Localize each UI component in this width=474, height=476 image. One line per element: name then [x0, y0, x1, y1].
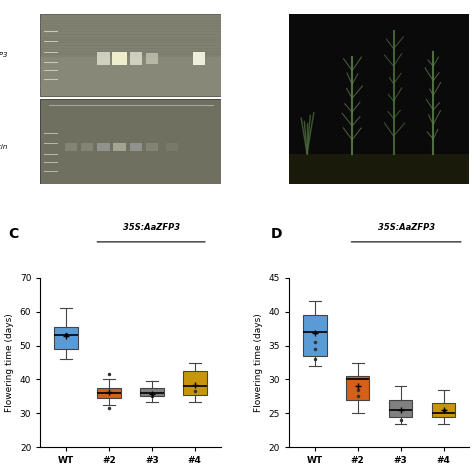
Text: C: C [8, 227, 18, 240]
Text: AaZFP3: AaZFP3 [0, 52, 8, 58]
Bar [40, 20, 220, 23]
Bar [40, 53, 220, 57]
Bar [40, 48, 220, 51]
Text: 35S:AaZFP3: 35S:AaZFP3 [378, 223, 435, 232]
Bar [40, 70, 220, 73]
PathPatch shape [346, 376, 370, 400]
Bar [40, 56, 220, 60]
Bar [97, 142, 109, 151]
Bar [40, 28, 220, 31]
Bar [146, 142, 158, 151]
Bar [289, 154, 469, 184]
Bar [113, 142, 126, 151]
Bar [40, 22, 220, 26]
Bar [112, 52, 127, 65]
Bar [40, 87, 220, 90]
Text: D: D [271, 227, 283, 240]
Bar [40, 11, 220, 14]
Bar [40, 31, 220, 34]
Bar [40, 59, 220, 62]
Bar [40, 68, 220, 70]
PathPatch shape [303, 315, 327, 356]
Bar [64, 142, 77, 151]
Bar [146, 52, 158, 64]
Bar [40, 90, 220, 93]
Bar [40, 45, 220, 48]
Bar [40, 99, 220, 184]
Bar [40, 40, 220, 42]
Bar [40, 37, 220, 40]
Y-axis label: Flowering time (days): Flowering time (days) [254, 313, 263, 412]
Bar [40, 73, 220, 76]
Bar [40, 65, 220, 68]
Bar [40, 50, 220, 54]
Bar [165, 142, 178, 151]
Bar [40, 62, 220, 65]
Bar [40, 14, 220, 96]
PathPatch shape [183, 371, 207, 395]
Bar [40, 76, 220, 79]
Bar [40, 25, 220, 29]
Bar [192, 52, 205, 65]
PathPatch shape [97, 388, 121, 398]
PathPatch shape [54, 327, 78, 349]
Bar [40, 81, 220, 85]
Bar [40, 84, 220, 88]
Text: 35S:AaZFP3: 35S:AaZFP3 [123, 223, 181, 232]
Bar [97, 52, 109, 65]
Bar [129, 52, 142, 65]
Bar [40, 34, 220, 37]
PathPatch shape [140, 388, 164, 397]
Bar [40, 17, 220, 20]
PathPatch shape [432, 403, 456, 417]
Text: AtActin: AtActin [0, 144, 8, 150]
Bar [129, 142, 142, 151]
Bar [81, 142, 93, 151]
Bar [40, 93, 220, 96]
Y-axis label: Flowering time (days): Flowering time (days) [5, 313, 14, 412]
Bar [40, 42, 220, 45]
PathPatch shape [389, 400, 412, 417]
Bar [40, 14, 220, 17]
Bar [40, 79, 220, 82]
